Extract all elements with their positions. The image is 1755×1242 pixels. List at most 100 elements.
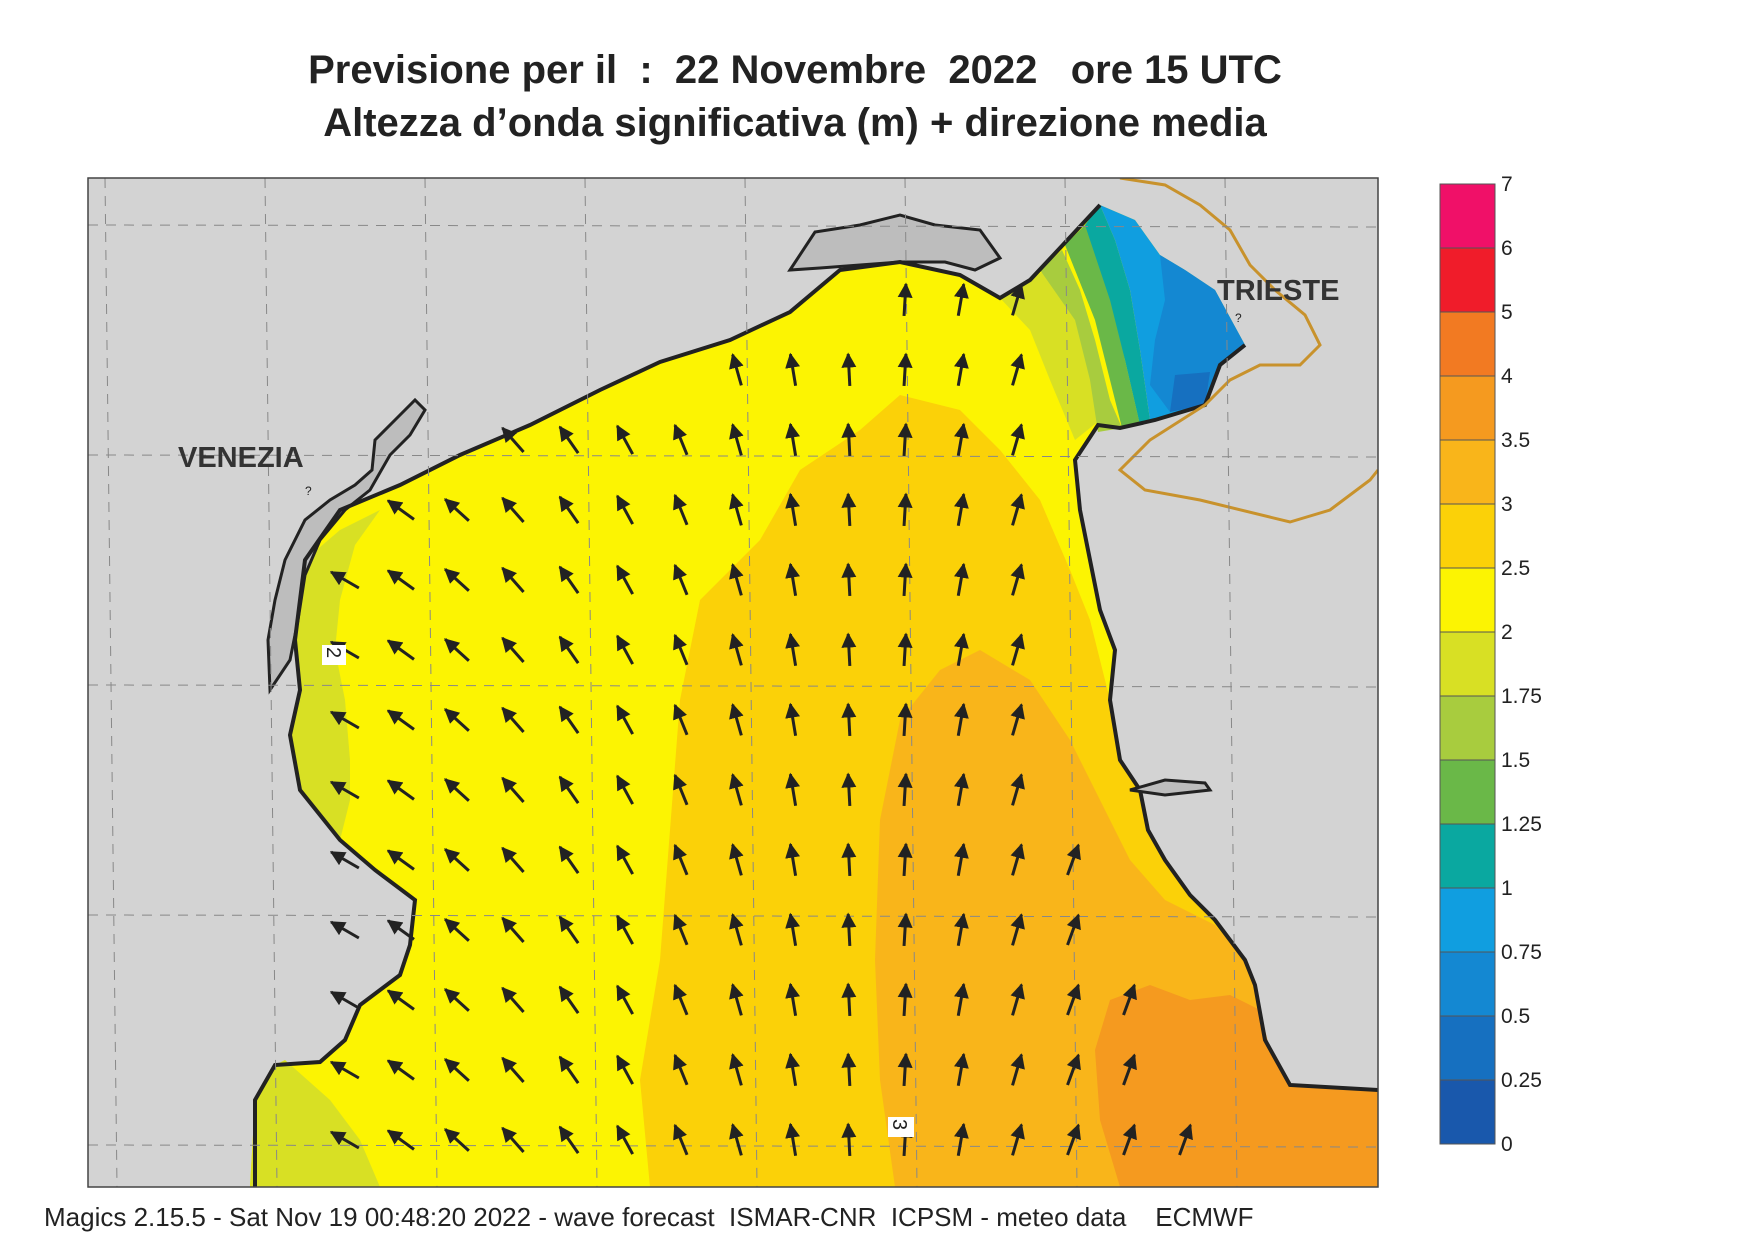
direction-arrow <box>501 776 525 803</box>
direction-arrow <box>501 566 525 593</box>
venezia-marker: ? <box>305 484 312 498</box>
scale-tick-label: 0.75 <box>1501 941 1542 964</box>
band-1-75-south <box>250 1060 380 1187</box>
scale-swatch <box>1439 311 1496 377</box>
direction-arrow <box>329 570 360 590</box>
direction-arrow <box>673 913 689 946</box>
direction-arrow <box>386 849 415 871</box>
scale-tick-label: 6 <box>1501 237 1513 260</box>
direction-arrow <box>444 568 470 592</box>
direction-arrow <box>558 1055 580 1084</box>
direction-arrow <box>386 1129 415 1151</box>
band-0-5-gulf <box>1150 255 1245 412</box>
direction-arrow <box>897 352 913 387</box>
coastline-east <box>1072 343 1378 1092</box>
direction-arrow <box>329 990 360 1010</box>
direction-arrow <box>841 772 857 807</box>
direction-arrow <box>897 772 913 807</box>
direction-arrow <box>897 492 913 527</box>
direction-arrow <box>1066 983 1081 1016</box>
direction-arrow <box>841 422 857 457</box>
direction-arrow <box>558 495 580 524</box>
direction-arrow <box>558 1125 580 1154</box>
direction-arrow <box>444 498 470 522</box>
title-line-2: Altezza d’onda significativa (m) + direz… <box>323 101 1267 145</box>
direction-arrow <box>1010 703 1025 736</box>
direction-arrow <box>1010 283 1025 316</box>
scale-swatch <box>1439 759 1496 825</box>
direction-arrow <box>501 636 525 663</box>
direction-arrow <box>841 702 857 737</box>
direction-arrow <box>785 562 800 597</box>
direction-arrow <box>329 1060 360 1080</box>
direction-arrow <box>954 632 969 667</box>
direction-arrow <box>558 775 580 804</box>
scale-swatch <box>1439 567 1496 633</box>
direction-arrow <box>729 773 744 806</box>
direction-arrow <box>501 496 525 523</box>
contour-label-2: 2 <box>322 645 346 665</box>
direction-arrow <box>673 633 689 666</box>
band-0-25-gulf <box>1170 372 1210 412</box>
city-label-venezia: VENEZIA <box>178 442 304 474</box>
grado-lagoon <box>787 213 1003 272</box>
scale-swatch <box>1439 247 1496 313</box>
direction-arrow <box>1010 1053 1025 1086</box>
scale-tick-label: 7 <box>1501 173 1513 196</box>
direction-arrow <box>501 1126 525 1153</box>
direction-arrow <box>729 563 744 596</box>
direction-arrow <box>785 422 800 457</box>
direction-arrow <box>841 1122 857 1157</box>
scale-swatch <box>1439 183 1496 249</box>
direction-arrow <box>729 1053 744 1086</box>
scale-tick-label: 2 <box>1501 621 1513 644</box>
meridian-line <box>904 178 918 1187</box>
direction-arrow <box>785 982 800 1017</box>
direction-arrow <box>501 1056 525 1083</box>
scale-tick-label: 0.25 <box>1501 1069 1542 1092</box>
direction-arrow <box>841 492 857 527</box>
city-label-trieste: TRIESTE <box>1217 275 1339 307</box>
direction-arrow <box>897 282 913 317</box>
direction-arrow <box>558 985 580 1014</box>
national-border <box>1117 178 1378 524</box>
direction-arrow <box>1010 983 1025 1016</box>
band-1-gulf <box>1085 205 1150 425</box>
direction-arrow <box>673 703 689 736</box>
contour-label-3-text: 3 <box>888 1119 910 1130</box>
direction-arrow <box>558 915 580 944</box>
direction-arrow <box>1010 423 1025 456</box>
direction-arrow <box>841 1052 857 1087</box>
direction-arrow <box>841 562 857 597</box>
direction-arrow <box>329 780 360 800</box>
scale-tick-label: 1 <box>1501 877 1513 900</box>
direction-arrow <box>558 425 580 454</box>
direction-arrow <box>616 1124 634 1155</box>
direction-arrow <box>386 709 415 731</box>
direction-arrow <box>444 988 470 1012</box>
direction-arrow <box>729 633 744 666</box>
peninsula-piran <box>1129 778 1213 797</box>
direction-arrow <box>954 702 969 737</box>
direction-arrow <box>673 983 689 1016</box>
direction-arrow <box>954 982 969 1017</box>
direction-arrow <box>1122 1053 1137 1086</box>
scale-swatch <box>1439 503 1496 569</box>
trieste-marker: ? <box>1235 311 1242 325</box>
direction-arrow <box>954 912 969 947</box>
direction-arrow <box>897 982 913 1017</box>
direction-arrow <box>954 492 969 527</box>
direction-arrow <box>1010 353 1025 386</box>
scale-tick-label: 5 <box>1501 301 1513 324</box>
direction-arrow <box>785 632 800 667</box>
direction-arrow <box>1010 773 1025 806</box>
band-1-75-west <box>290 510 380 840</box>
direction-arrow <box>954 1122 969 1157</box>
contour-label-2-text: 2 <box>322 647 344 658</box>
direction-arrow <box>329 850 360 870</box>
direction-arrow <box>558 845 580 874</box>
direction-arrow <box>444 1058 470 1082</box>
direction-arrow <box>501 846 525 873</box>
direction-arrow <box>386 639 415 661</box>
direction-arrow <box>729 1123 744 1156</box>
